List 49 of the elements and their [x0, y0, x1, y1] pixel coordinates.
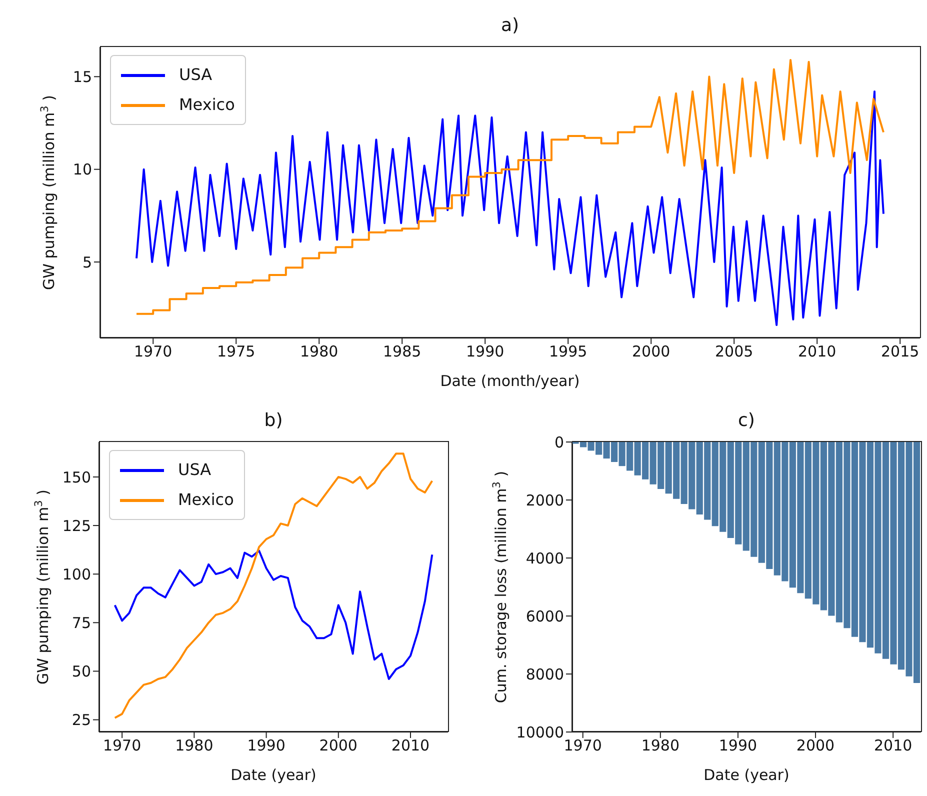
x-axis-title: Date (year): [230, 766, 316, 784]
y-tick-label: 6000: [526, 607, 564, 626]
line-series: [114, 452, 434, 719]
x-tick-label: 1990: [718, 736, 758, 755]
legend-label: USA: [179, 64, 212, 86]
x-tick-label: 1985: [383, 342, 422, 361]
chart-title: a): [500, 15, 520, 36]
x-tick-label: 1970: [102, 736, 142, 755]
x-tick-label: 1980: [175, 736, 214, 755]
y-tick-label: 4000: [526, 549, 564, 568]
x-tick-label: 1995: [549, 342, 588, 361]
y-tick-label: 25: [72, 711, 91, 730]
y-tick-label: 125: [62, 516, 91, 535]
y-tick-label: 50: [72, 662, 91, 681]
x-tick-label: 1980: [300, 342, 338, 361]
x-tick-label: 2015: [880, 342, 920, 361]
x-tick-label: 2010: [874, 736, 912, 755]
y-tick-label: 5: [82, 253, 92, 272]
y-tick-label: 100: [62, 565, 91, 584]
x-tick-label: 2010: [391, 736, 430, 755]
legend-label: Mexico: [179, 94, 235, 116]
x-tick-label: 1990: [247, 736, 286, 755]
line-series: [114, 550, 434, 680]
y-tick-label: 0: [554, 433, 564, 452]
line-series: [136, 90, 884, 326]
y-tick-label: 75: [72, 614, 91, 632]
y-tick-label: 10: [72, 160, 92, 179]
y-tick-label: 8000: [526, 665, 564, 684]
legend-label: Mexico: [178, 489, 234, 511]
x-tick-label: 2005: [714, 342, 754, 361]
x-tick-label: 1975: [217, 342, 256, 361]
y-tick-label: 150: [62, 468, 91, 486]
x-tick-label: 2000: [319, 736, 358, 755]
x-tick-label: 2010: [798, 342, 836, 361]
legend-label: USA: [178, 459, 212, 481]
x-axis-title: Date (month/year): [440, 372, 580, 390]
y-tick-label: 10000: [516, 723, 564, 742]
x-tick-label: 1980: [641, 736, 680, 755]
chart-title: c): [737, 410, 756, 431]
line-series: [136, 58, 884, 315]
x-tick-label: 1970: [134, 342, 172, 361]
x-tick-label: 2000: [796, 736, 835, 755]
x-tick-label: 2000: [632, 342, 670, 361]
chart-title: b): [263, 410, 284, 431]
x-tick-label: 1990: [466, 342, 504, 361]
x-tick-label: 1970: [564, 736, 602, 755]
y-tick-label: 2000: [526, 491, 564, 510]
y-tick-label: 15: [72, 68, 92, 86]
x-axis-title: Date (year): [704, 766, 790, 784]
